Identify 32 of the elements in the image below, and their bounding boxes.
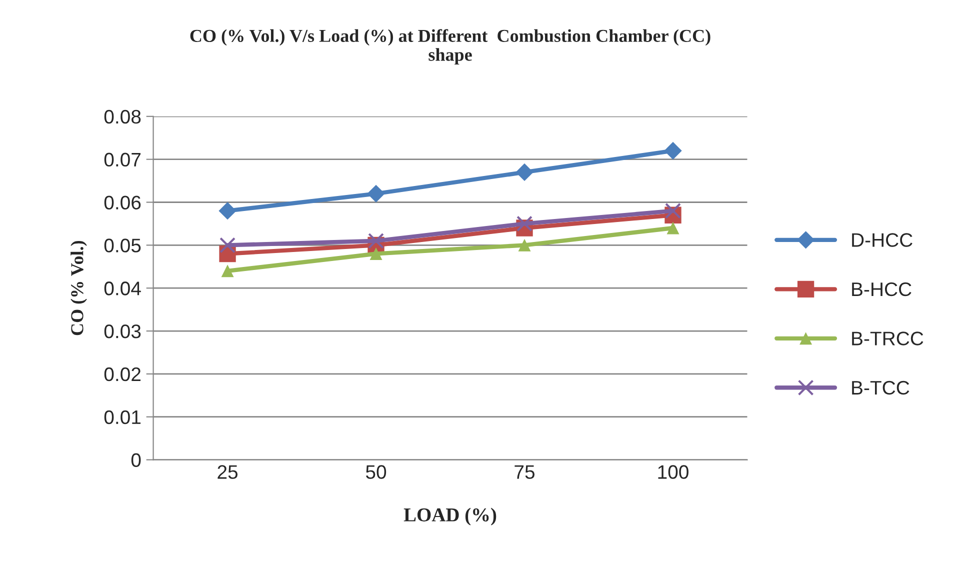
- point: [367, 184, 385, 202]
- y-tick-label: 0.06: [104, 196, 141, 210]
- y-tick-label: 0.03: [104, 324, 141, 338]
- point: [664, 142, 682, 160]
- y-tick-label: 0.04: [104, 282, 141, 296]
- point: [666, 222, 680, 234]
- y-tick-label: 0.07: [104, 152, 140, 167]
- y-tick-label: 0.08: [104, 110, 141, 124]
- y-tick-label: 0.05: [104, 238, 141, 252]
- point: [665, 202, 681, 219]
- point: [218, 202, 236, 220]
- point: [518, 238, 531, 252]
- point: [516, 216, 532, 232]
- legend-label: B-TRCC: [852, 332, 924, 346]
- legend-label: B-HCC: [852, 282, 912, 296]
- chart-title: CO (% Vol.) V/s Load (%) at Different Combustion Chamber (CC) shape: [190, 29, 710, 65]
- point: [370, 248, 382, 260]
- point: [220, 237, 236, 254]
- x-tick-label: 50: [366, 465, 386, 479]
- legend-label: B-TCC: [852, 380, 910, 395]
- x-axis-title: LOAD (%): [404, 508, 496, 526]
- x-tick-label: 75: [514, 465, 535, 479]
- y-tick-label: 0: [131, 453, 141, 468]
- point: [516, 163, 534, 182]
- legend-label: D-HCC: [852, 233, 912, 247]
- y-tick-label: 0.01: [104, 410, 141, 424]
- x-tick-label: 25: [218, 465, 238, 479]
- point: [368, 232, 384, 249]
- x-tick-label: 100: [658, 465, 688, 479]
- point: [221, 264, 234, 278]
- y-axis-title: CO (% Vol.): [70, 240, 87, 336]
- y-tick-label: 0.02: [104, 367, 140, 382]
